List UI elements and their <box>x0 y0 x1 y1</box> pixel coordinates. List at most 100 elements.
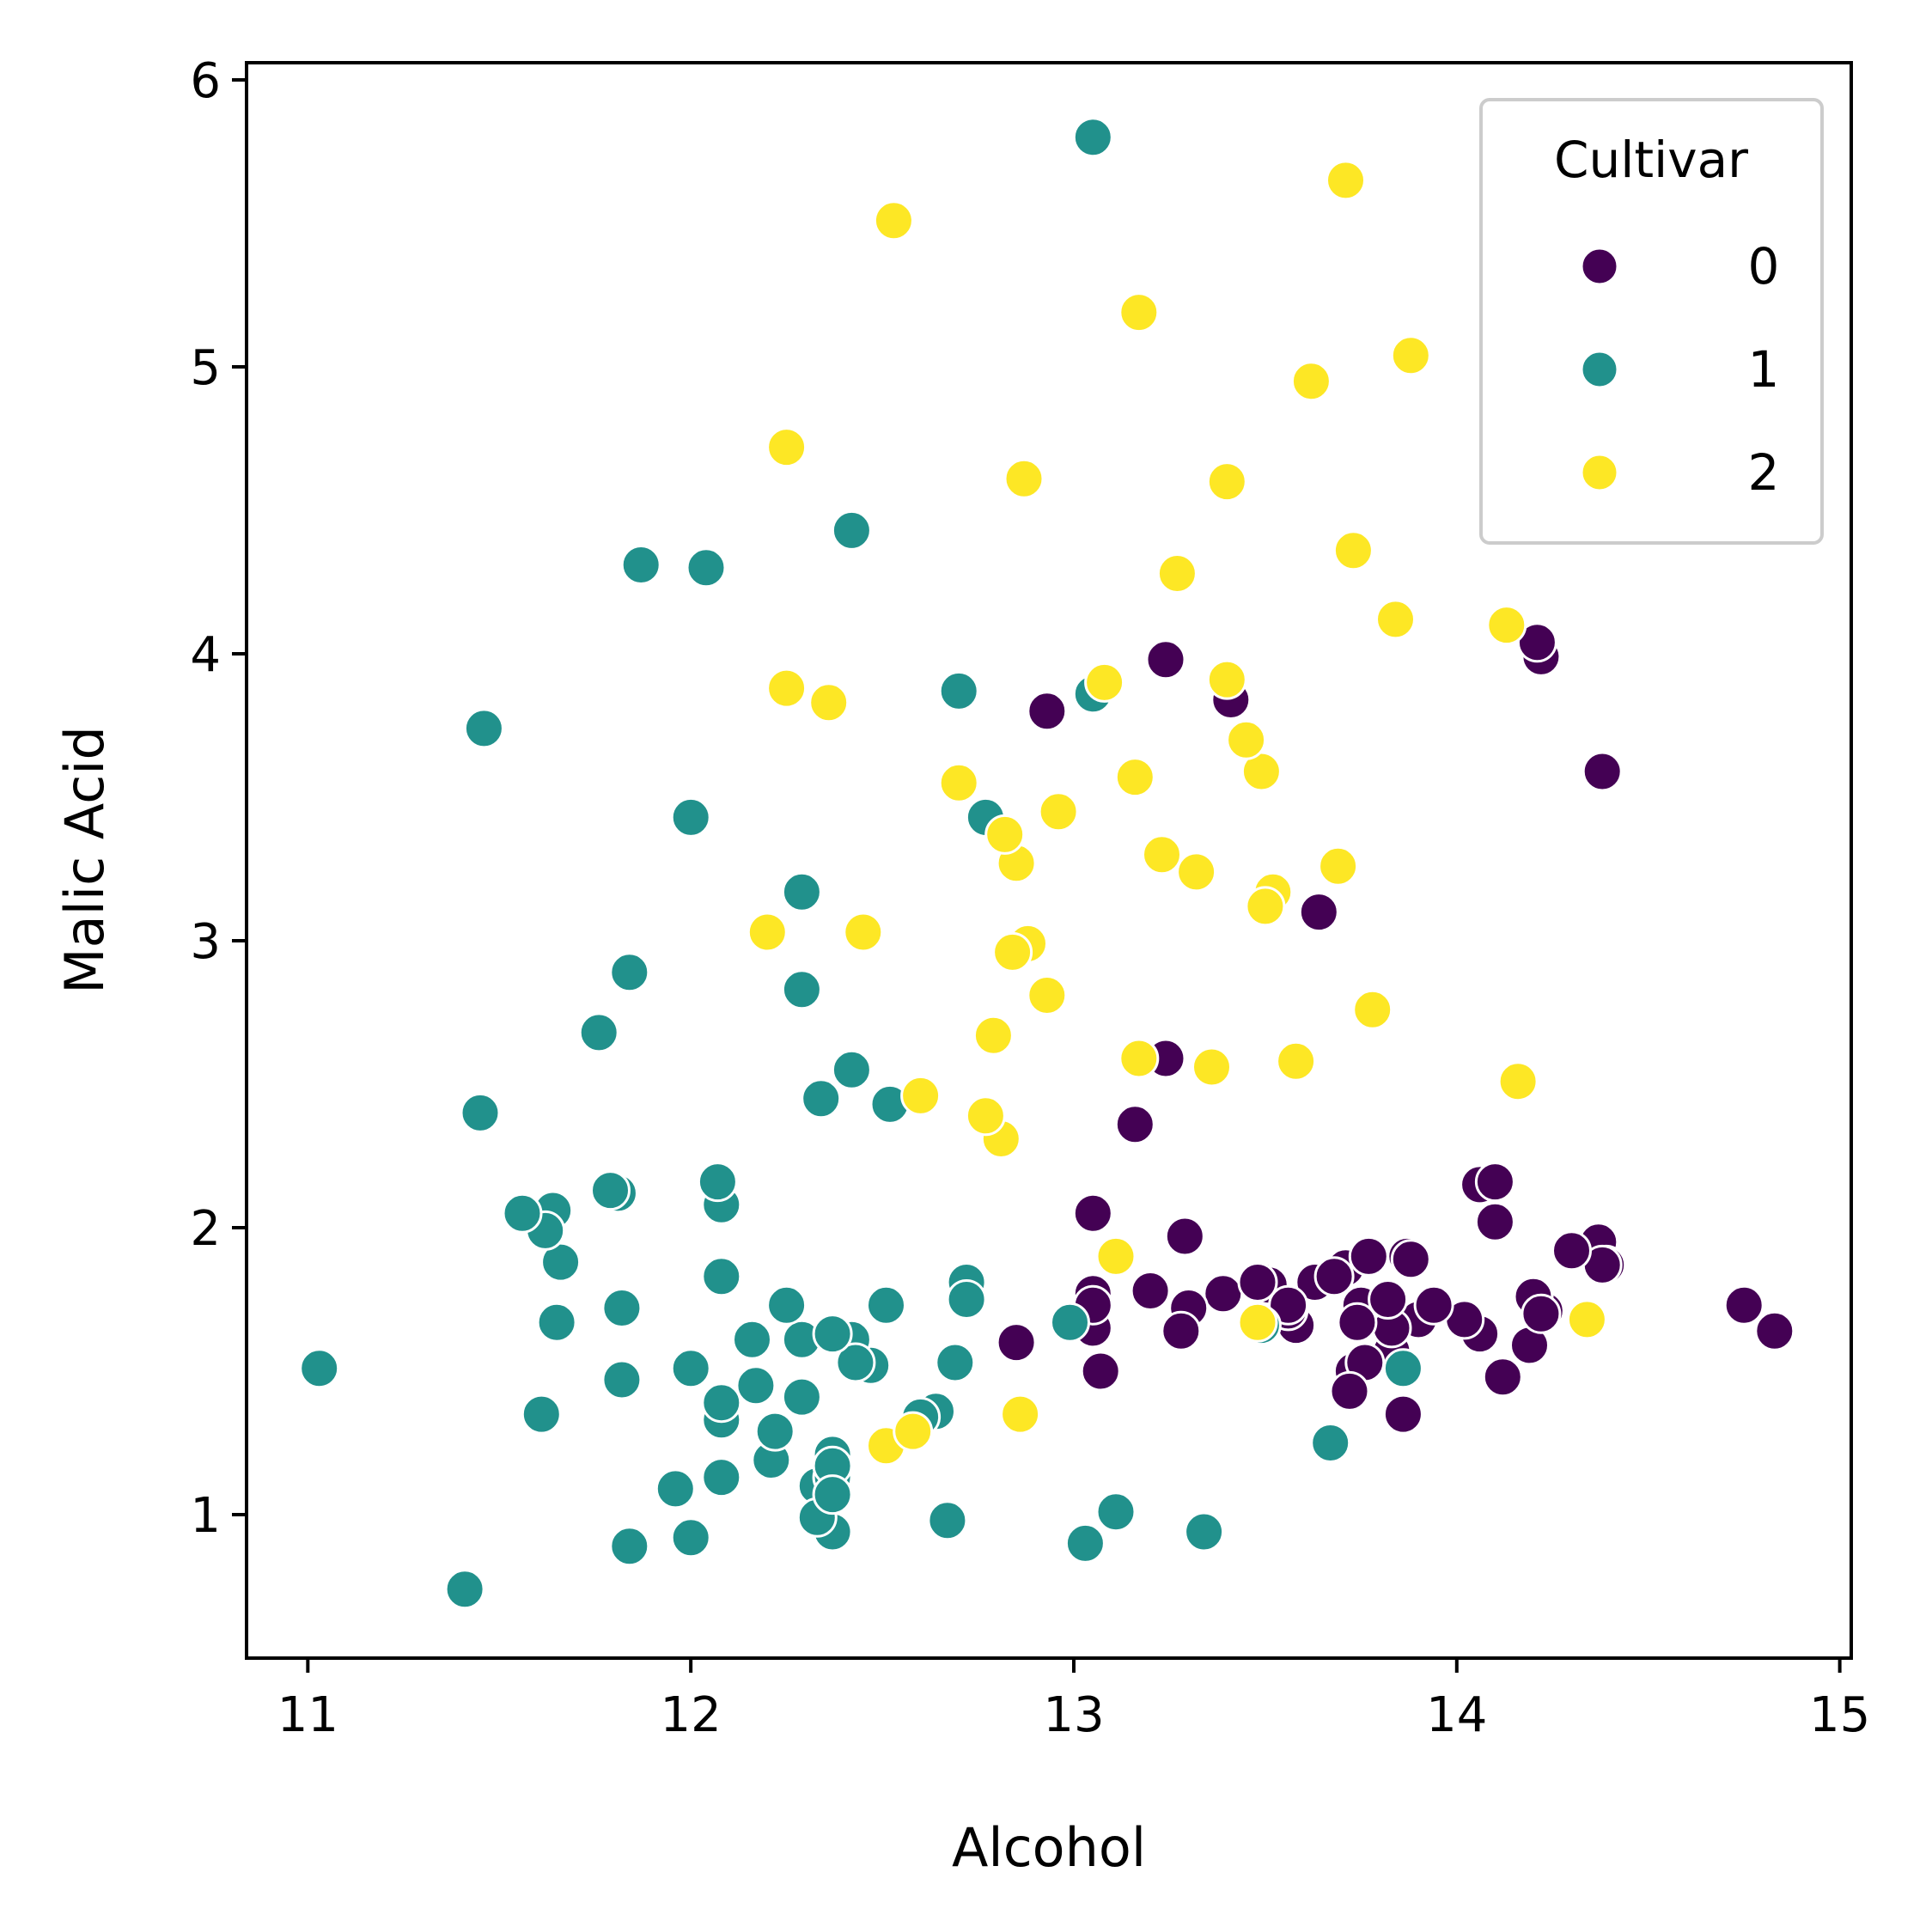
point-cultivar-1-50 <box>521 1393 562 1435</box>
y-tick-label: 3 <box>190 914 221 970</box>
y-tick-label: 4 <box>190 627 221 683</box>
point-cultivar-2-46 <box>1118 1038 1160 1079</box>
point-cultivar-0-13 <box>1723 1284 1764 1326</box>
point-cultivar-1-68 <box>590 1170 631 1211</box>
point-cultivar-1-7 <box>1095 1491 1137 1533</box>
point-cultivar-1-26 <box>927 1500 968 1541</box>
point-cultivar-0-25 <box>1072 1192 1113 1234</box>
point-cultivar-2-18 <box>1176 851 1217 893</box>
point-cultivar-1-57 <box>601 1359 643 1400</box>
point-cultivar-1-62 <box>502 1192 543 1234</box>
point-cultivar-0-11 <box>1482 1357 1523 1398</box>
point-cultivar-2-45 <box>1156 553 1198 594</box>
point-cultivar-1-48 <box>946 1279 987 1320</box>
point-cultivar-1-69 <box>812 1314 853 1355</box>
plot-frame <box>245 61 1853 1660</box>
x-axis-ticks: 11 12 13 14 15 <box>277 1658 1870 1743</box>
point-cultivar-2-37 <box>984 814 1026 855</box>
point-cultivar-2-35 <box>1332 530 1374 571</box>
point-cultivar-1-55 <box>701 1382 742 1424</box>
point-cultivar-0-16 <box>1551 1230 1592 1272</box>
y-tick-label: 2 <box>190 1201 221 1257</box>
point-cultivar-0-45 <box>1516 622 1557 663</box>
point-cultivar-1-61 <box>460 1092 501 1133</box>
point-cultivar-0-49 <box>1413 1284 1454 1326</box>
point-cultivar-2-21 <box>972 1015 1014 1056</box>
point-cultivar-2-43 <box>1326 160 1366 201</box>
point-cultivar-2-5 <box>900 1075 942 1116</box>
point-cultivar-2-23 <box>1142 834 1182 875</box>
point-cultivar-1-39 <box>812 1474 853 1515</box>
point-cultivar-0-52 <box>1368 1279 1409 1320</box>
point-cultivar-1-33 <box>935 1342 976 1383</box>
legend-frame <box>1479 98 1824 545</box>
legend-entries: 0 1 2 <box>1580 237 1780 502</box>
point-cultivar-2-31 <box>1318 845 1359 887</box>
point-cultivar-2-13 <box>1290 361 1332 402</box>
point-cultivar-0-21 <box>1027 691 1068 732</box>
point-cultivar-1-17 <box>1064 1522 1106 1564</box>
point-cultivar-0-54 <box>1337 1302 1378 1343</box>
point-cultivar-2-24 <box>893 1411 934 1452</box>
point-cultivar-2-3 <box>938 762 979 803</box>
point-cultivar-0-38 <box>1080 1351 1121 1392</box>
point-cultivar-1-67 <box>835 1342 876 1383</box>
point-cultivar-1-49 <box>754 1411 795 1452</box>
x-tick-label: 12 <box>661 1687 722 1743</box>
legend-title: Cultivar <box>1554 131 1748 189</box>
legend-label-1: 1 <box>1748 340 1780 399</box>
point-cultivar-1-63 <box>831 509 872 551</box>
x-tick-label: 11 <box>277 1687 338 1743</box>
y-tick-label: 5 <box>190 340 221 396</box>
point-cultivar-1-14 <box>1050 1302 1090 1343</box>
point-cultivar-1-54 <box>444 1569 485 1610</box>
point-cultivar-1-21 <box>670 1517 711 1558</box>
point-cultivar-2-28 <box>1566 1299 1607 1340</box>
point-cultivar-1-25 <box>609 1526 650 1567</box>
point-cultivar-1-28 <box>536 1302 577 1343</box>
point-cultivar-0-32 <box>1313 1256 1355 1297</box>
legend-marker-1 <box>1580 350 1619 389</box>
point-cultivar-0-53 <box>1348 1235 1389 1277</box>
x-axis-title: Alcohol <box>952 1816 1146 1879</box>
legend-label-2: 2 <box>1748 443 1780 502</box>
point-cultivar-0-1 <box>1130 1271 1171 1311</box>
point-cultivar-1-20 <box>938 670 979 711</box>
point-cultivar-1-45 <box>866 1284 906 1326</box>
point-cultivar-1-65 <box>620 545 661 585</box>
point-cultivar-0-42 <box>1390 1239 1431 1280</box>
point-cultivar-0-10 <box>1474 1162 1515 1203</box>
point-cultivar-2-20 <box>1245 886 1286 927</box>
point-cultivar-1-66 <box>697 1162 738 1203</box>
point-cultivar-1-34 <box>781 969 822 1010</box>
point-cultivar-1-12 <box>1382 1348 1423 1389</box>
point-cultivar-1-31 <box>701 1256 742 1297</box>
data-points <box>299 117 1795 1610</box>
point-cultivar-2-10 <box>1027 975 1068 1015</box>
point-cultivar-2-19 <box>1084 662 1125 703</box>
point-cultivar-0-8 <box>1754 1310 1795 1351</box>
point-cultivar-2-36 <box>1226 719 1267 760</box>
point-cultivar-1-60 <box>670 796 711 838</box>
point-cultivar-1-44 <box>601 1288 643 1328</box>
point-cultivar-2-17 <box>1003 458 1045 499</box>
point-cultivar-1-40 <box>781 871 822 912</box>
point-cultivar-2-34 <box>1352 989 1393 1030</box>
point-cultivar-0-2 <box>1114 1104 1155 1145</box>
point-cultivar-1-9 <box>1184 1511 1225 1552</box>
point-cultivar-0-36 <box>1161 1310 1202 1351</box>
point-cultivar-1-5 <box>735 1365 777 1406</box>
point-cultivar-2-14 <box>766 668 808 709</box>
point-cultivar-1-46 <box>831 1049 872 1090</box>
point-cultivar-0-23 <box>996 1322 1037 1363</box>
point-cultivar-2-42 <box>1497 1061 1539 1102</box>
point-cultivar-1-70 <box>686 547 727 588</box>
point-cultivar-2-41 <box>965 1095 1006 1137</box>
point-cultivar-2-7 <box>873 200 914 241</box>
point-cultivar-2-25 <box>1118 292 1160 333</box>
point-cultivar-0-9 <box>1382 1393 1423 1435</box>
point-cultivar-0-35 <box>1237 1262 1278 1302</box>
point-cultivar-0-57 <box>1164 1216 1205 1257</box>
point-cultivar-0-43 <box>1145 639 1186 680</box>
y-tick-label: 1 <box>190 1488 221 1544</box>
